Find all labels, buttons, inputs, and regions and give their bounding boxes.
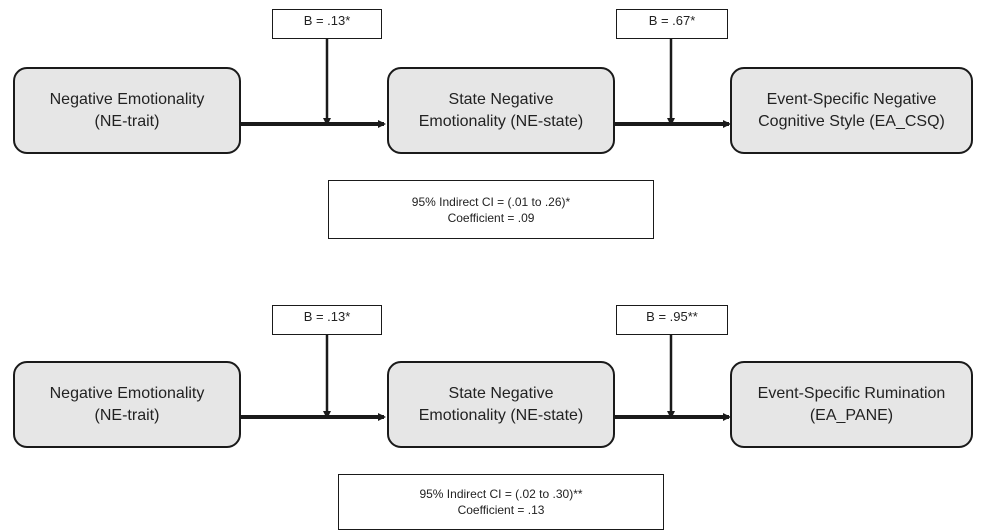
outcome-node-1: Event-Specific Negative Cognitive Style … — [730, 67, 973, 154]
mediator-label-line1: State Negative — [448, 384, 554, 402]
coefficient-text: Coefficient = .13 — [457, 503, 545, 517]
mediator-node-2: State Negative Emotionality (NE-state) — [387, 361, 615, 448]
predictor-node-1: Negative Emotionality (NE-trait) — [13, 67, 241, 154]
outcome-label-line2: (EA_PANE) — [809, 406, 894, 424]
predictor-node-2: Negative Emotionality (NE-trait) — [13, 361, 241, 448]
indirect-effect-box-1: 95% Indirect CI = (.01 to .26)* Coeffici… — [328, 180, 654, 239]
mediator-label-line2: Emotionality (NE-state) — [418, 112, 584, 130]
indirect-ci-text: 95% Indirect CI = (.01 to .26)* — [411, 194, 571, 209]
indirect-effect-box-2: 95% Indirect CI = (.02 to .30)** Coeffic… — [338, 474, 664, 530]
path-b-coefficient-1: B = .67* — [616, 9, 728, 39]
mediator-label-line2: Emotionality (NE-state) — [418, 406, 584, 424]
path-a-coefficient-1: B = .13* — [272, 9, 382, 39]
outcome-label-line2: Cognitive Style (EA_CSQ) — [758, 112, 945, 130]
path-a-coefficient-2: B = .13* — [272, 305, 382, 335]
path-b-coefficient-2: B = .95** — [616, 305, 728, 335]
predictor-label-line1: Negative Emotionality — [49, 384, 205, 402]
coefficient-text: Coefficient = .09 — [447, 210, 535, 225]
predictor-label-line2: (NE-trait) — [94, 112, 160, 130]
mediator-node-1: State Negative Emotionality (NE-state) — [387, 67, 615, 154]
outcome-label-line1: Event-Specific Rumination — [757, 384, 946, 402]
mediator-label-line1: State Negative — [448, 90, 554, 108]
predictor-label-line1: Negative Emotionality — [49, 90, 205, 108]
outcome-node-2: Event-Specific Rumination (EA_PANE) — [730, 361, 973, 448]
outcome-label-line1: Event-Specific Negative — [766, 90, 937, 108]
indirect-ci-text: 95% Indirect CI = (.02 to .30)** — [419, 487, 583, 501]
predictor-label-line2: (NE-trait) — [94, 406, 160, 424]
